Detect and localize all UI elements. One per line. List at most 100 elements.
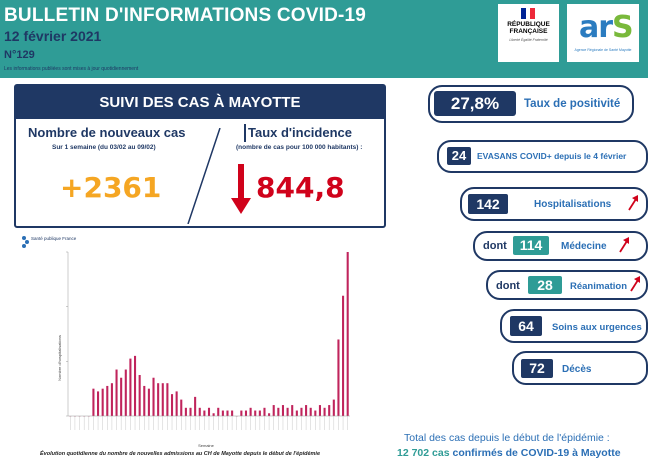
reanimation-label: Réanimation	[570, 281, 628, 292]
trend-up-arrow-icon	[630, 276, 640, 292]
chart-bar	[221, 410, 224, 416]
panel-divider	[187, 128, 221, 224]
evasans-card: 24 EVASANS COVID+ depuis le 4 février	[437, 140, 648, 173]
chart-x-axis-label: Semaine	[198, 443, 215, 448]
chart-bar	[217, 407, 220, 416]
header-banner: BULLETIN D'INFORMATIONS COVID-19 12 févr…	[0, 0, 648, 78]
mayotte-cases-panel: SUIVI DES CAS À MAYOTTE Nombre de nouvea…	[14, 84, 386, 228]
spf-logo-dot	[22, 244, 26, 248]
medecine-label: Médecine	[561, 241, 607, 252]
bulletin-title: BULLETIN D'INFORMATIONS COVID-19	[4, 5, 367, 26]
chart-bar	[231, 410, 234, 416]
spf-logo-text: Santé publique France	[31, 236, 77, 241]
incidence-value: 844,8	[256, 171, 345, 204]
chart-bar	[110, 383, 113, 416]
spf-logo-dot	[25, 240, 29, 244]
chart-bar	[157, 383, 160, 416]
ars-logo-subtitle: Agence Régionale de Santé Mayotte	[574, 48, 632, 52]
evasans-label: EVASANS COVID+ depuis le 4 février	[477, 151, 627, 161]
urgences-label: Soins aux urgences	[552, 322, 642, 333]
chart-bar	[175, 391, 178, 416]
rf-logo-motto: Liberté Égalité Fraternité	[509, 38, 548, 42]
deces-label: Décès	[562, 364, 592, 375]
spf-logo: Santé publique France	[22, 236, 77, 248]
deces-card: 72 Décès	[512, 351, 648, 385]
trend-up-arrow-icon	[628, 195, 638, 211]
update-note: Les informations publiées sont mises à j…	[4, 66, 139, 72]
chart-y-axis-label: Nombre d'hospitalisations	[57, 335, 62, 381]
evasans-value: 24	[447, 147, 471, 165]
chart-bar	[138, 375, 141, 416]
chart-bar	[194, 396, 197, 416]
chart-bar	[101, 388, 104, 416]
positivity-value: 27,8%	[434, 91, 516, 116]
panel-title: SUIVI DES CAS À MAYOTTE	[16, 86, 384, 119]
chart-bar	[226, 410, 229, 416]
total-cases-line: 12 702 cas confirmés de COVID-19 à Mayot…	[397, 447, 621, 459]
admissions-chart: Santé publique France Nombre d'hospitali…	[22, 236, 350, 448]
chart-bar	[147, 388, 150, 416]
reanimation-card: dont 28 Réanimation	[486, 270, 648, 300]
chart-bar	[281, 405, 285, 416]
total-cases-rest: confirmés de COVID-19 à Mayotte	[452, 447, 621, 459]
medecine-card: dont 114 Médecine	[473, 231, 648, 261]
hospitalisations-label: Hospitalisations	[534, 199, 612, 210]
chart-bar	[161, 383, 164, 416]
chart-bar	[268, 413, 271, 416]
chart-bar	[97, 391, 100, 416]
incidence-cursor-mark	[244, 124, 246, 142]
hospitalisations-card: 142 Hospitalisations	[460, 187, 648, 221]
reanimation-value: 28	[528, 276, 562, 294]
chart-bars	[69, 252, 349, 417]
french-flag-icon	[521, 8, 536, 19]
chart-bar	[244, 410, 248, 416]
chart-bar	[258, 410, 261, 416]
new-cases-value: +2361	[60, 171, 162, 204]
chart-bar	[189, 407, 192, 416]
chart-bar	[240, 410, 243, 416]
bulletin-date: 12 février 2021	[4, 28, 102, 44]
chart-bar	[277, 407, 280, 416]
chart-bar	[263, 407, 266, 416]
chart-bar	[203, 410, 206, 416]
chart-bar	[198, 407, 201, 416]
positivity-label: Taux de positivité	[524, 98, 621, 110]
chart-bar	[120, 377, 123, 416]
deces-value: 72	[521, 359, 553, 378]
chart-bar	[328, 405, 331, 416]
chart-caption: Évolution quotidienne du nombre de nouve…	[40, 451, 321, 457]
chart-bar	[342, 295, 345, 416]
chart-bar	[133, 355, 137, 416]
down-arrow-icon	[231, 164, 251, 214]
hospitalisations-value: 142	[468, 194, 508, 214]
chart-bar	[180, 399, 183, 416]
chart-bar	[337, 339, 340, 416]
chart-bar	[286, 407, 289, 416]
chart-bar	[143, 385, 146, 416]
chart-bar	[184, 407, 187, 416]
total-cases-intro: Total des cas depuis le début de l'épidé…	[404, 432, 610, 444]
chart-bar	[152, 377, 155, 416]
chart-bar	[346, 252, 349, 416]
chart-bar	[212, 413, 215, 416]
urgences-value: 64	[510, 316, 542, 336]
chart-bar	[309, 407, 312, 416]
medecine-value: 114	[513, 236, 549, 255]
chart-bar	[249, 407, 252, 416]
ars-logo-word: arS	[579, 10, 634, 45]
chart-bar	[106, 385, 109, 416]
chart-bar	[129, 358, 132, 416]
incidence-label: Taux d'incidence	[248, 125, 352, 140]
chart-bar	[254, 410, 257, 416]
ars-logo: arS Agence Régionale de Santé Mayotte	[567, 4, 639, 62]
spf-logo-dot	[22, 236, 26, 240]
chart-bar	[115, 369, 118, 416]
total-cases-count: 12 702 cas	[397, 447, 450, 459]
chart-bar	[291, 405, 294, 416]
chart-bar	[124, 369, 127, 416]
chart-bar	[207, 407, 211, 416]
chart-bar	[300, 407, 303, 416]
chart-bar	[318, 405, 321, 416]
trend-up-arrow-icon	[619, 237, 629, 253]
chart-ticks	[66, 251, 348, 430]
